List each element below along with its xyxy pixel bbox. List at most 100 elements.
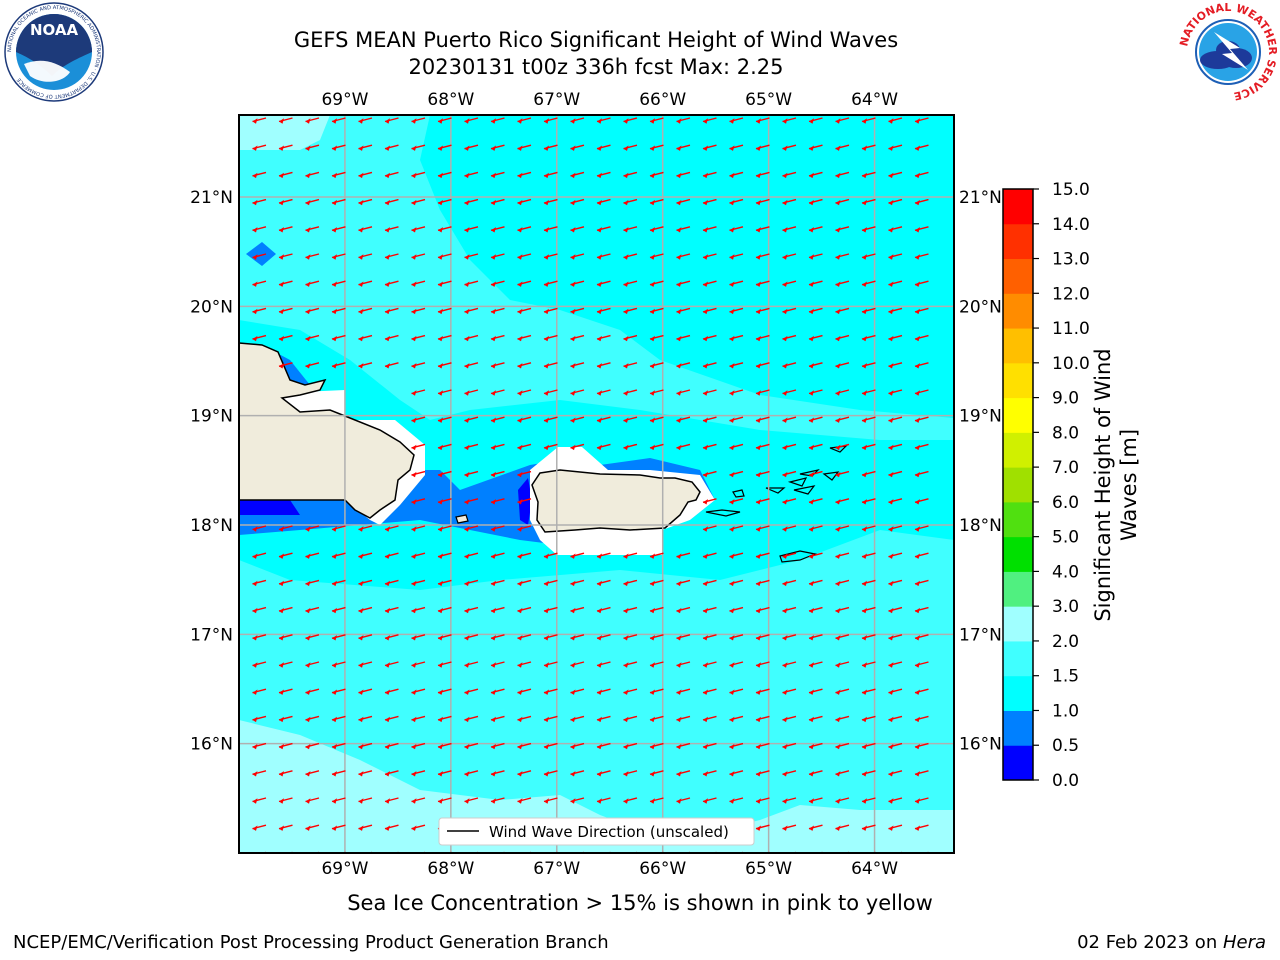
wind-wave-arrow: [596, 579, 611, 587]
wind-wave-arrow: [437, 144, 452, 151]
wind-wave-arrow: [808, 634, 823, 641]
wind-wave-arrow: [331, 634, 346, 641]
wind-wave-arrow: [358, 253, 373, 260]
wind-wave-arrow: [543, 688, 558, 695]
wind-wave-arrow: [517, 443, 532, 451]
wind-wave-arrow: [755, 579, 770, 587]
wind-wave-arrow: [861, 144, 876, 151]
colorbar-tick-label: 4.0: [1052, 562, 1079, 582]
wind-wave-arrow: [384, 715, 399, 723]
wind-wave-arrow: [543, 579, 558, 587]
wind-wave-arrow: [676, 797, 691, 804]
colorbar-segment: [1003, 293, 1033, 329]
wind-wave-arrow: [358, 797, 373, 804]
wind-wave-arrow: [808, 824, 823, 831]
wind-wave-arrow: [543, 606, 558, 614]
wind-wave-arrow: [490, 389, 505, 396]
wind-wave-arrow: [596, 416, 611, 423]
wind-wave-arrow: [676, 606, 691, 614]
wind-wave-arrow: [252, 661, 267, 668]
wind-wave-arrow: [464, 117, 479, 124]
wind-wave-arrow: [623, 742, 638, 750]
wind-wave-arrow: [649, 634, 664, 641]
wind-wave-arrow: [835, 770, 850, 777]
colorbar-tick-label: 15.0: [1052, 180, 1090, 200]
wind-wave-arrow: [676, 117, 691, 124]
legend: Wind Wave Direction (unscaled): [438, 817, 755, 846]
wind-wave-arrow: [437, 770, 452, 777]
wind-wave-arrow: [411, 470, 426, 478]
wind-wave-arrow: [358, 280, 373, 287]
wind-wave-arrow: [252, 715, 267, 723]
lon-label-bottom: 64°W: [851, 859, 898, 879]
wind-wave-arrow: [252, 280, 267, 287]
wind-wave-arrow: [570, 715, 585, 723]
wind-wave-arrow: [596, 280, 611, 287]
wind-wave-arrow: [464, 253, 479, 260]
wind-wave-arrow: [596, 443, 611, 451]
wind-wave-arrow: [888, 443, 903, 451]
wind-wave-arrow: [782, 307, 797, 315]
wind-wave-arrow: [358, 552, 373, 559]
colorbar-segment: [1003, 501, 1033, 538]
colorbar-tick-label: 12.0: [1052, 284, 1090, 304]
wave-field-band-2-0-south: [239, 720, 954, 853]
axis-tick-labels: 69°W 69°W 68°W 68°W 67°W 67°W 66°W 66°W 65°W 65°W…: [190, 90, 1002, 879]
wind-wave-arrow: [490, 797, 505, 804]
wind-wave-arrow: [702, 661, 717, 668]
wind-wave-arrow: [702, 498, 717, 505]
footer-date: 02 Feb 2023 on Hera: [1077, 932, 1266, 953]
colorbar-tick-label: 10.0: [1052, 354, 1090, 374]
wind-wave-arrow: [278, 661, 293, 668]
wind-wave-arrow: [702, 226, 717, 233]
wind-wave-arrow: [437, 117, 452, 124]
wind-wave-arrow: [729, 552, 744, 559]
wind-wave-arrow: [729, 715, 744, 723]
wind-wave-arrow: [888, 171, 903, 179]
wind-wave-arrow: [305, 688, 320, 695]
wind-wave-arrow: [437, 661, 452, 668]
wind-wave-arrow: [331, 715, 346, 723]
wind-wave-arrow: [384, 280, 399, 287]
wind-wave-arrow: [437, 280, 452, 287]
wind-wave-arrow: [384, 253, 399, 260]
wind-wave-arrow: [517, 334, 532, 342]
wind-wave-arrow: [623, 362, 638, 369]
wind-wave-arrow: [384, 334, 399, 342]
wind-wave-arrow: [755, 824, 770, 831]
wind-wave-arrow: [331, 362, 346, 369]
wind-wave-arrow: [623, 688, 638, 695]
wind-wave-arrow: [702, 742, 717, 750]
wind-wave-arrow: [490, 334, 505, 342]
wind-wave-arrow: [808, 416, 823, 423]
wind-wave-arrow: [914, 770, 929, 777]
wind-wave-arrow: [596, 770, 611, 777]
wind-wave-arrow: [729, 171, 744, 179]
wind-wave-arrow: [808, 552, 823, 559]
wind-wave-arrow: [914, 226, 929, 233]
wind-wave-arrow: [464, 742, 479, 750]
wind-wave-arrow: [888, 307, 903, 315]
wind-wave-arrow: [835, 307, 850, 315]
wind-wave-arrow: [914, 742, 929, 750]
lon-label-bottom: 65°W: [745, 859, 792, 879]
wind-wave-arrow: [570, 280, 585, 287]
wind-wave-arrow: [490, 498, 505, 505]
wind-wave-arrow: [676, 171, 691, 179]
wind-wave-arrow: [305, 634, 320, 641]
wind-wave-arrow: [861, 280, 876, 287]
wind-wave-arrow: [437, 797, 452, 804]
wind-wave-arrow: [835, 797, 850, 804]
wind-wave-arrow: [517, 715, 532, 723]
wind-wave-arrow: [384, 226, 399, 233]
wind-wave-arrow: [437, 742, 452, 750]
wind-wave-arrow: [729, 117, 744, 124]
wind-wave-arrow: [437, 362, 452, 369]
wind-wave-arrow: [676, 742, 691, 750]
wind-wave-arrow: [729, 470, 744, 478]
wind-wave-arrow: [835, 280, 850, 287]
wind-wave-arrow: [490, 552, 505, 559]
wind-wave-arrow: [358, 661, 373, 668]
wind-wave-arrow: [543, 770, 558, 777]
wind-wave-arrow: [623, 770, 638, 777]
